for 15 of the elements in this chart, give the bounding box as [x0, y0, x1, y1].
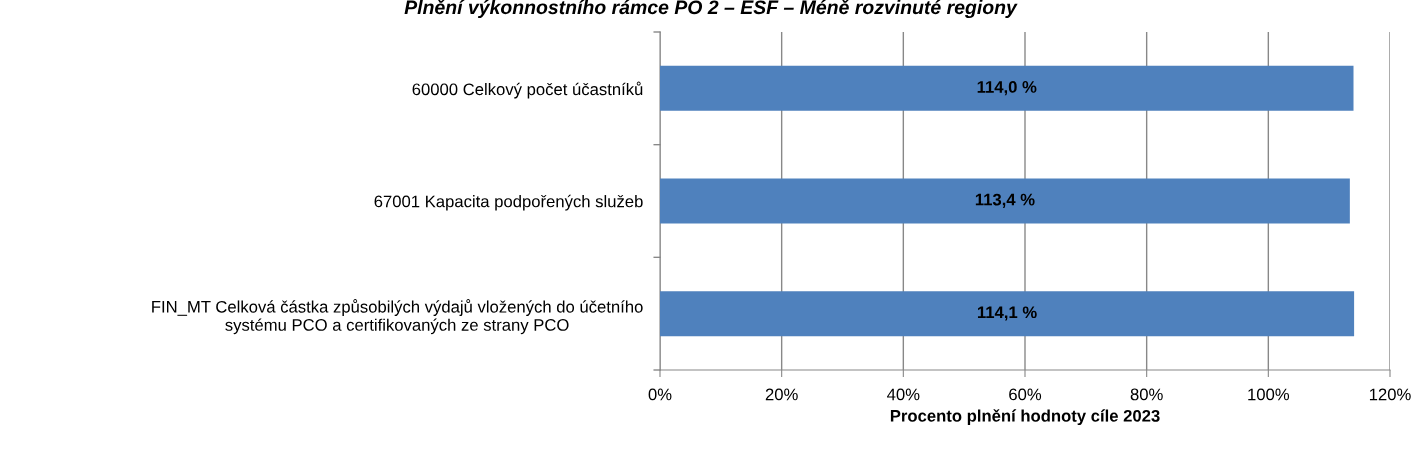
data-label: 114,0 %	[977, 81, 1037, 96]
x-tick-label: 40%	[887, 388, 920, 401]
data-label: 113,4 %	[975, 193, 1035, 208]
y-tick-label: FIN_MT Celková částka způsobilých výdajů vložených do účetního systému PCO a certifikovaných ze strany PCO	[152, 299, 643, 335]
y-tick-label: 67001 Kapacita podpořených služeb	[374, 194, 643, 211]
x-tick-label: 100%	[1248, 388, 1290, 401]
x-tick-label: 0%	[648, 388, 672, 401]
x-tick-label: 80%	[1130, 388, 1163, 401]
x-tick-label: 120%	[1369, 388, 1411, 401]
x-axis-title: Procento plnění hodnoty cíle 2023	[890, 409, 1160, 426]
chart-title: Plnění výkonnostního rámce PO 2 – ESF – Méně rozvinuté regiony	[404, 0, 1018, 19]
x-tick-label: 20%	[765, 388, 798, 401]
x-tick-label: 60%	[1009, 388, 1042, 401]
data-label: 114,1 %	[977, 306, 1037, 321]
y-tick-label: 60000 Celkový počet účastníků	[412, 81, 643, 99]
